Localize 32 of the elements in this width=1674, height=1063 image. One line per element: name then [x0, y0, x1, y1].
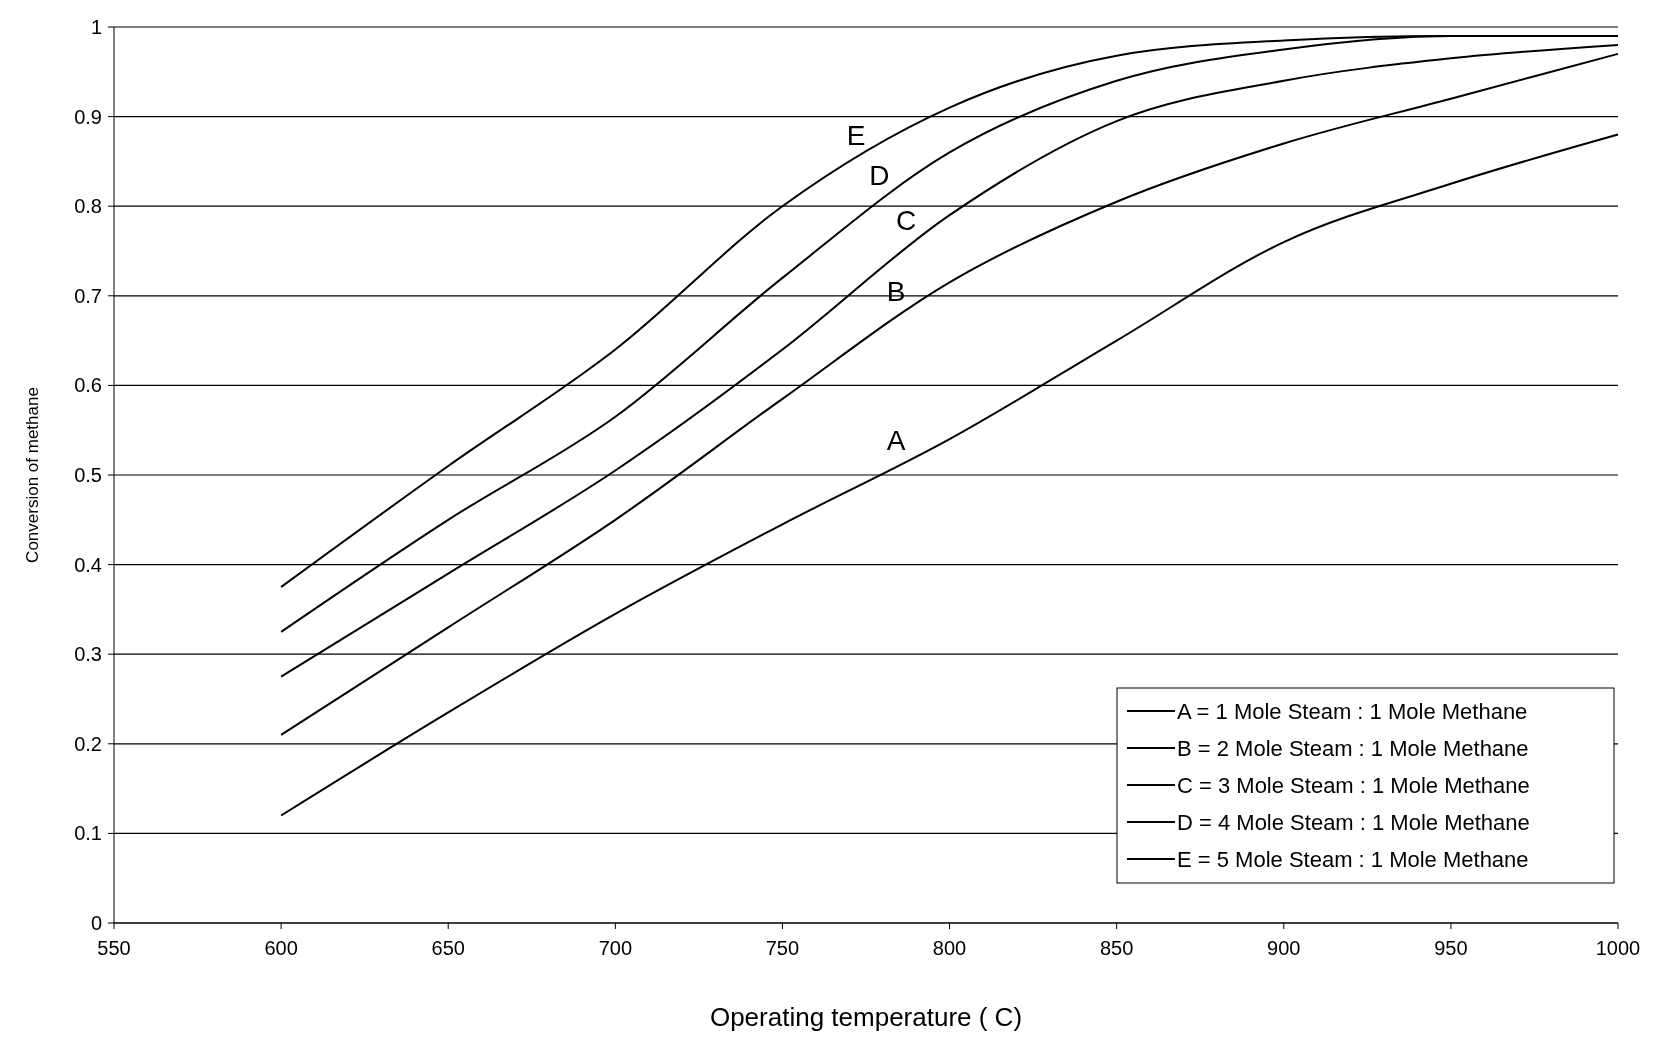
y-tick-label: 0.6: [74, 374, 102, 397]
x-tick-label: 950: [1434, 937, 1468, 959]
y-tick-label: 0.2: [74, 732, 102, 755]
x-axis-title: Operating temperature ( C): [709, 1002, 1023, 1032]
y-tick-label: 0.1: [74, 822, 102, 845]
y-tick-label: 0.4: [74, 553, 102, 576]
y-tick-label: 0.7: [74, 284, 102, 307]
legend-label: E = 5 Mole Steam : 1 Mole Methane: [1177, 846, 1529, 872]
annotation: D: [869, 160, 890, 192]
x-tick-label: 550: [97, 937, 131, 959]
legend-label: B = 2 Mole Steam : 1 Mole Methane: [1177, 735, 1529, 761]
y-tick-label: 0.8: [74, 195, 102, 218]
y-tick-label: 0.5: [74, 464, 102, 486]
y-tick-label: 0.3: [74, 643, 102, 666]
y-tick-label: 0.9: [74, 105, 102, 128]
x-tick-label: 750: [765, 937, 800, 959]
y-tick-label: 0: [90, 912, 102, 934]
x-tick-label: 900: [1267, 937, 1301, 959]
annotation: C: [896, 205, 917, 237]
x-tick-label: 800: [932, 937, 967, 959]
y-axis-title: Conversion of methane: [23, 387, 42, 563]
x-tick-label: 600: [264, 937, 298, 959]
x-tick-label: 850: [1099, 937, 1134, 959]
x-tick-label: 700: [598, 937, 633, 959]
legend-label: A = 1 Mole Steam : 1 Mole Methane: [1177, 698, 1528, 724]
annotation: E: [846, 119, 866, 151]
legend-label: D = 4 Mole Steam : 1 Mole Methane: [1177, 809, 1530, 835]
x-tick-label: 650: [431, 937, 465, 959]
y-tick-label: 1: [90, 16, 102, 38]
x-tick-label: 1000: [1595, 937, 1641, 959]
legend-label: C = 3 Mole Steam : 1 Mole Methane: [1177, 772, 1530, 798]
annotation: A: [886, 424, 906, 456]
